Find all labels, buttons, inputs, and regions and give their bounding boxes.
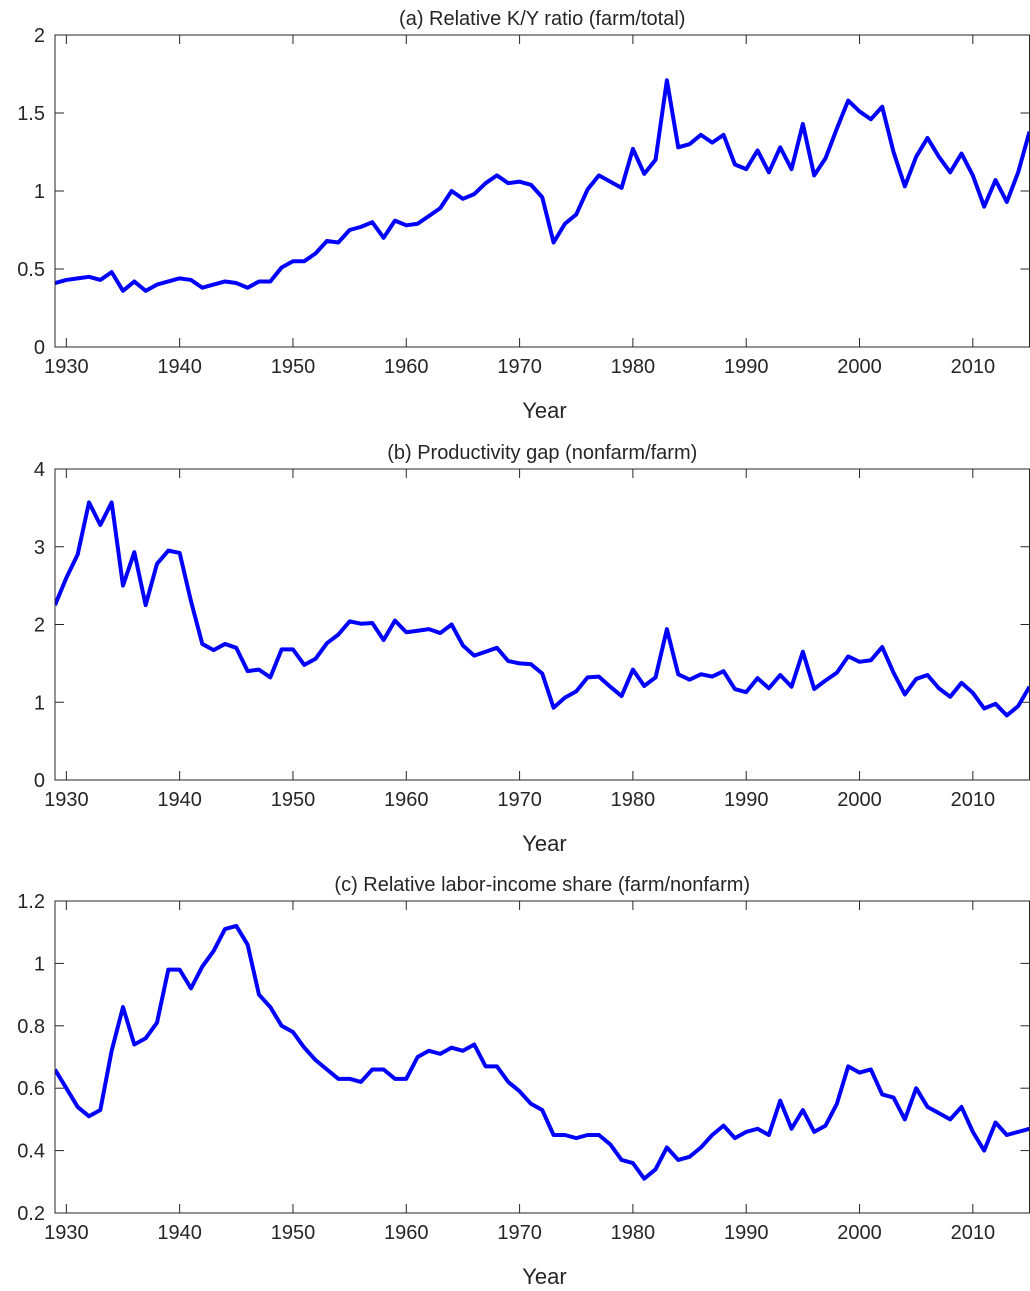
y-tick-label: 0.5 [17,259,45,281]
x-tick-label: 1960 [384,356,429,378]
chart-title: (a) Relative K/Y ratio (farm/total) [399,8,685,30]
x-tick-label: 1990 [724,789,769,811]
y-tick-label: 0.2 [17,1203,45,1225]
x-tick-label: 1970 [497,789,542,811]
x-tick-label: 2000 [837,356,882,378]
x-tick-label: 1990 [724,1222,769,1244]
x-tick-label: 1960 [384,789,429,811]
x-tick-label: 1980 [611,789,656,811]
x-axis-label: Year [522,1264,566,1289]
x-tick-label: 1970 [497,1222,542,1244]
x-tick-label: 1930 [44,356,89,378]
y-tick-label: 1 [34,953,45,975]
y-tick-label: 1.5 [17,103,45,125]
x-tick-label: 1950 [271,789,316,811]
x-tick-label: 1940 [157,356,202,378]
y-tick-label: 3 [34,537,45,559]
x-tick-label: 2010 [951,1222,996,1244]
x-tick-label: 1990 [724,356,769,378]
x-axis-label: Year [522,831,566,856]
x-tick-label: 1940 [157,789,202,811]
y-tick-label: 0 [34,770,45,792]
x-tick-label: 2000 [837,1222,882,1244]
data-line [55,500,1030,718]
plot-area [55,35,1030,347]
data-line [55,923,1030,1181]
y-tick-label: 2 [34,25,45,47]
y-tick-label: 1 [34,181,45,203]
data-line [55,78,1030,293]
x-tick-label: 1940 [157,1222,202,1244]
y-tick-label: 0.4 [17,1141,45,1163]
x-axis-label: Year [522,398,566,423]
x-tick-label: 1970 [497,356,542,378]
x-tick-label: 2010 [951,789,996,811]
x-tick-label: 2010 [951,356,996,378]
plot-area [55,901,1030,1213]
y-tick-label: 0.6 [17,1078,45,1100]
y-tick-label: 1.2 [17,891,45,913]
x-tick-label: 1980 [611,1222,656,1244]
chart-title: (b) Productivity gap (nonfarm/farm) [387,442,697,464]
x-tick-label: 1930 [44,1222,89,1244]
y-tick-label: 0 [34,337,45,359]
x-tick-label: 1950 [271,356,316,378]
x-tick-label: 1950 [271,1222,316,1244]
y-tick-label: 0.8 [17,1016,45,1038]
y-tick-label: 2 [34,615,45,637]
plot-area [55,469,1030,780]
x-tick-label: 1930 [44,789,89,811]
x-tick-label: 1960 [384,1222,429,1244]
chart-title: (c) Relative labor-income share (farm/no… [334,874,750,896]
y-tick-label: 4 [34,459,45,481]
y-tick-label: 1 [34,692,45,714]
x-tick-label: 2000 [837,789,882,811]
x-tick-label: 1980 [611,356,656,378]
